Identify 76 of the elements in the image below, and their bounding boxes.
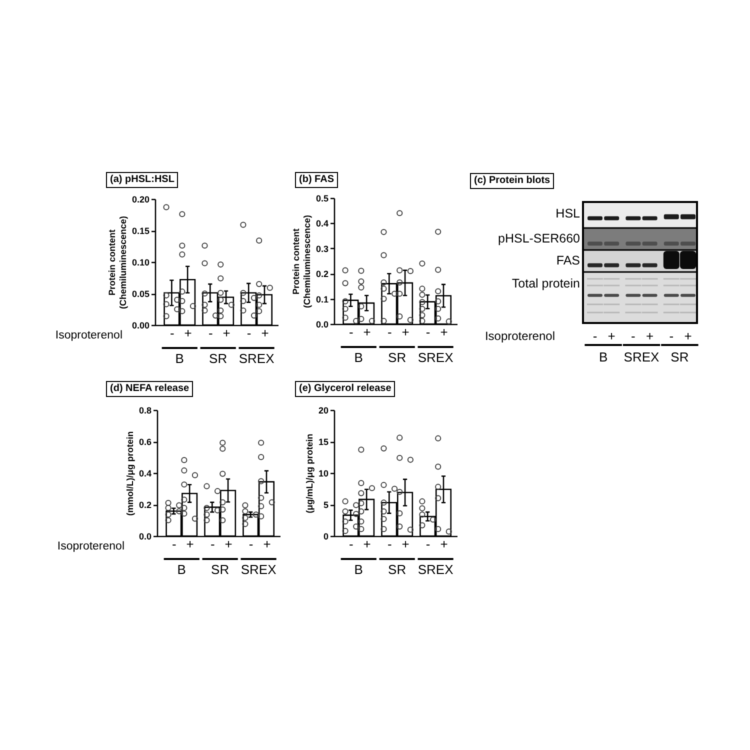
x-tick-label: - (170, 326, 174, 340)
text: SR (211, 562, 230, 577)
y-tick-label: 10 (318, 468, 328, 478)
text: B (354, 562, 363, 577)
y-tick-label: 0.5 (316, 194, 328, 204)
x-tick-label: - (248, 536, 254, 552)
y-tick-label: 0.4 (316, 218, 328, 229)
y-axis-title: Protein content (Chemiluminescence) (106, 216, 128, 310)
y-axis-title: (mmol/L)/μg protein (124, 431, 135, 516)
y-tick-label: 15 (318, 437, 328, 447)
chart-title: (b) FAS (299, 174, 334, 185)
x-tick-label: - (349, 536, 354, 552)
x-tick-label: + (224, 536, 232, 552)
x-tick-label: - (426, 536, 430, 552)
x-tick-label: - (172, 536, 176, 552)
text: SREX (418, 350, 454, 365)
chart-title: (d) NEFA release (110, 383, 190, 394)
x-tick-label: + (440, 324, 448, 340)
y-axis-title: Protein content (Chemiluminescence) (290, 214, 312, 308)
x-tick-label: - (387, 324, 392, 340)
y-tick-label: 20 (318, 406, 328, 416)
x-tick-label: - (426, 324, 430, 340)
y-tick-label: 0.15 (132, 226, 150, 236)
y-tick-label: 0.6 (138, 437, 152, 447)
x-tick-label: + (440, 536, 448, 552)
x-axis-title: Isoproterenol (55, 330, 122, 342)
category-label: Total protein (512, 276, 580, 290)
x-tick-label: + (222, 326, 230, 340)
y-tick-label: 0.3 (316, 244, 328, 254)
text: SREX (238, 351, 275, 366)
x-tick-label: + (402, 324, 410, 340)
text: B (354, 350, 363, 365)
text: SR (209, 351, 228, 366)
text: Isoproterenol (484, 329, 555, 344)
chart-title: (a) pHSL:HSL (110, 174, 174, 185)
x-axis-title: Isoproterenol (57, 540, 124, 552)
category-label: HSL (556, 206, 580, 220)
x-tick-label: - (208, 326, 213, 340)
text: B (598, 349, 608, 364)
text: SR (670, 349, 689, 364)
y-tick-label: 5 (323, 500, 328, 510)
text: SREX (240, 562, 277, 577)
y-tick-label: 0.20 (132, 194, 150, 204)
x-tick-label: + (363, 324, 371, 340)
text: SREX (624, 349, 660, 364)
y-tick-label: 0.8 (138, 406, 152, 416)
text: B (175, 351, 184, 366)
x-tick-label: - (246, 326, 252, 340)
text: SR (388, 350, 406, 365)
y-tick-label: 0.2 (316, 269, 328, 280)
x-tick-label: - (387, 536, 392, 552)
y-tick-label: 0.0 (138, 532, 152, 542)
category-label: pHSL-SER660 (498, 231, 580, 246)
y-tick-label: 0.1 (316, 294, 328, 304)
y-tick-label: 0.05 (132, 289, 150, 299)
x-tick-label: + (184, 326, 192, 340)
text: B (177, 562, 186, 577)
category-label: FAS (556, 253, 580, 268)
x-tick-label: + (402, 536, 410, 552)
y-tick-label: 0 (323, 532, 328, 542)
y-axis-title: (μg/mL)/μg protein (304, 434, 314, 514)
x-tick-label: + (261, 326, 269, 340)
text: SR (388, 562, 406, 577)
y-tick-label: 0.00 (132, 320, 150, 330)
chart-title: (e) Glycerol release (299, 383, 392, 394)
y-tick-label: 0.2 (138, 500, 152, 510)
y-tick-label: 0.10 (132, 258, 150, 268)
y-tick-label: 0.4 (138, 468, 152, 478)
x-tick-label: - (349, 324, 354, 340)
x-tick-label: + (186, 536, 194, 552)
y-tick-label: 0.0 (316, 320, 328, 330)
x-tick-label: + (363, 536, 371, 552)
x-tick-label: - (210, 536, 215, 552)
text: SREX (418, 562, 454, 577)
text: (c) Protein blots (474, 175, 550, 186)
x-tick-label: + (263, 536, 271, 552)
